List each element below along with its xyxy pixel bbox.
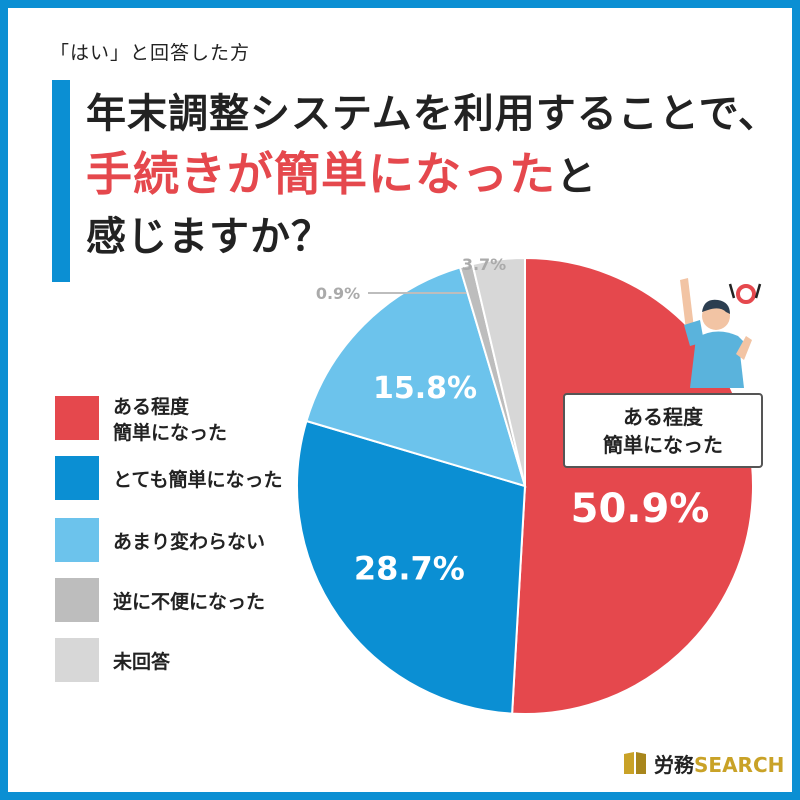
legend-swatch: [55, 518, 99, 562]
legend-swatch: [55, 578, 99, 622]
subtitle: 「はい」と回答した方: [50, 42, 251, 64]
title-accent-bar: [52, 80, 70, 282]
slice-value-label: 3.7%: [462, 255, 506, 274]
legend-label: 未回答: [113, 651, 171, 673]
legend-swatch: [55, 396, 99, 440]
slice-value-label: 50.9%: [571, 486, 710, 532]
legend-label: あまり変わらない: [113, 531, 266, 553]
legend-label: とても簡単になった: [113, 469, 283, 491]
legend-swatch: [55, 638, 99, 682]
callout-box: ある程度 簡単になった: [563, 393, 763, 468]
pie-slice: [471, 256, 526, 487]
legend-item: 未回答: [55, 638, 325, 686]
slice-value-label: 15.8%: [373, 371, 477, 406]
title-line-1: 年末調整システムを利用することで、: [86, 91, 779, 137]
legend-swatch: [55, 456, 99, 500]
title-line-2-rest: と: [556, 154, 597, 200]
logo: 労務SEARCH: [622, 748, 784, 778]
title-highlight: 手続きが簡単になった: [86, 147, 556, 201]
title-line-2: 手続きが簡単になったと: [86, 144, 776, 207]
legend-item: あまり変わらない: [55, 518, 325, 566]
legend-item: とても簡単になった: [55, 456, 325, 504]
slice-value-label: 28.7%: [354, 549, 465, 587]
person-raising-arm-with-circle-mark-icon: [680, 278, 762, 388]
logo-text-accent: SEARCH: [694, 752, 785, 777]
legend-item: 逆に不便になった: [55, 578, 325, 626]
legend-item: ある程度 簡単になった: [55, 396, 325, 444]
legend-label: ある程度 簡単になった: [113, 396, 228, 444]
book-logo-icon: [624, 752, 646, 774]
logo-text: 労務SEARCH: [654, 749, 784, 778]
legend-label: 逆に不便になった: [113, 591, 266, 613]
slice-value-label: 0.9%: [316, 284, 360, 303]
page-title: 年末調整システムを利用することで、 手続きが簡単になったと 感じますか？: [86, 84, 779, 267]
logo-text-main: 労務: [654, 752, 694, 777]
pie-slice: [305, 266, 527, 488]
title-line-3: 感じますか？: [86, 214, 332, 260]
pie-slice: [296, 419, 527, 715]
